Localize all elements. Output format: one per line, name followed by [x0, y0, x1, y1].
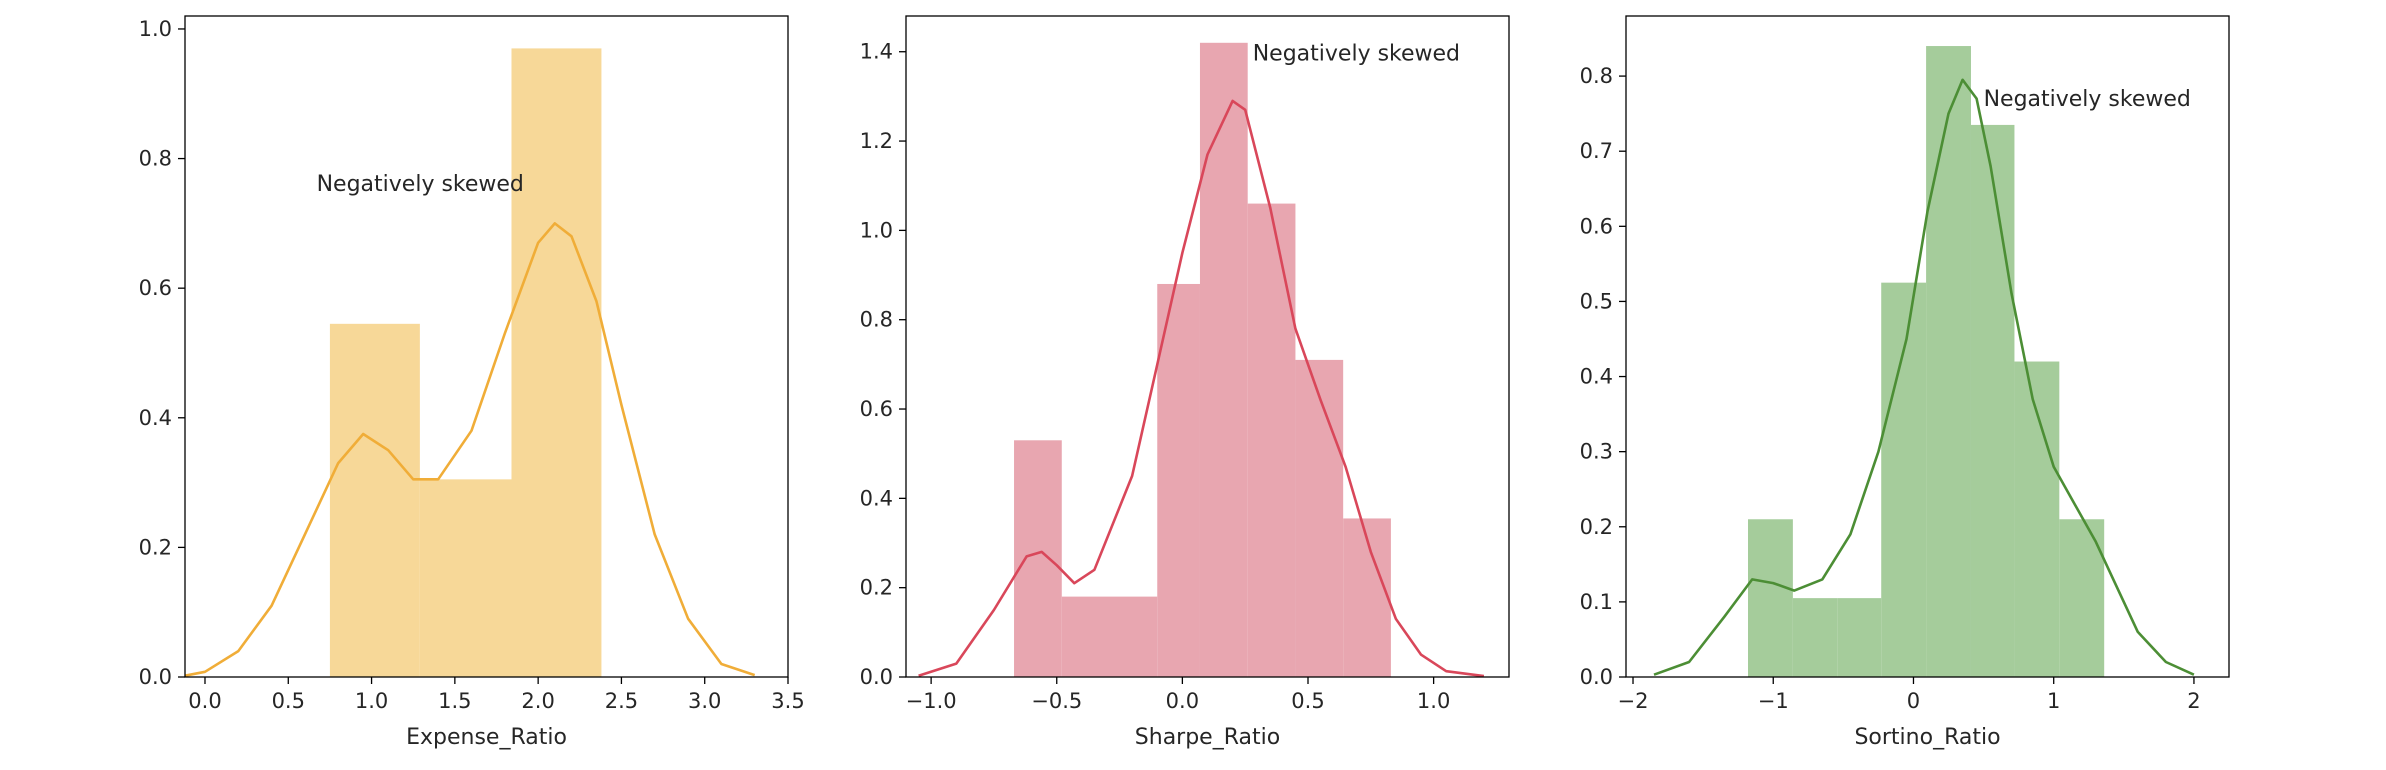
histogram-bar: [511, 48, 602, 677]
axes-frame: [905, 15, 1510, 678]
y-tick-label: 0.2: [860, 576, 893, 600]
y-tick-label: 0.4: [860, 486, 893, 510]
histogram-bar: [1343, 518, 1391, 677]
x-axis-label: Sortino_Ratio: [1854, 725, 2000, 750]
kde-line: [1653, 78, 2195, 676]
y-tick-label: 0.6: [860, 397, 893, 421]
histogram-bar: [1157, 283, 1200, 677]
y-tick-label: 0.5: [1580, 289, 1613, 313]
histogram-bar: [1837, 598, 1882, 677]
subplot-sharpe-ratio: −1.0 −0.5 0.0 0.5 1.0 0.0 0.2 0.4 0.6 0.8 1.0 1.2 1.…: [860, 15, 1510, 750]
x-tick-label: 3.5: [771, 689, 804, 713]
x-tick-label: 0.5: [272, 689, 305, 713]
x-tick-label: −1.0: [906, 689, 957, 713]
y-tick-label: 0.7: [1580, 139, 1613, 163]
x-tick-label: 1.0: [355, 689, 388, 713]
y-tick-label: 0.2: [1580, 515, 1613, 539]
x-tick-label: 2: [2187, 689, 2200, 713]
x-tick-label: −2: [1618, 689, 1649, 713]
y-tick-label: 1.2: [860, 129, 893, 153]
y-tick-label: 0.4: [1580, 365, 1613, 389]
x-tick-label: 1.5: [438, 689, 471, 713]
y-tick-label: 0.8: [860, 308, 893, 332]
axes-frame: [1625, 15, 2230, 678]
x-tick-label: −0.5: [1031, 689, 1082, 713]
y-tick-label: 1.0: [860, 218, 893, 242]
histogram-bar: [1109, 596, 1158, 677]
histogram-bar: [329, 323, 420, 677]
subplot-expense-ratio: 0.0 0.5 1.0 1.5 2.0 2.5 3.0 3.5 0.0 0.2 0.4 0.6 0.8 1…: [139, 15, 805, 750]
annotation-text: Negatively skewed: [1984, 87, 2191, 112]
histogram-bar: [1014, 440, 1062, 677]
x-tick-label: 0.0: [1166, 689, 1199, 713]
histogram-bar: [1061, 596, 1110, 677]
histogram-bar: [1247, 203, 1296, 677]
kde-line: [184, 222, 756, 677]
kde-line: [918, 99, 1485, 678]
y-tick-label: 1.4: [860, 40, 893, 64]
histogram-bar: [1295, 359, 1344, 677]
annotation-text: Negatively skewed: [1253, 42, 1460, 67]
y-tick-label: 0.0: [860, 665, 893, 689]
histogram-bar: [1881, 282, 1927, 677]
x-tick-label: 0.0: [188, 689, 221, 713]
x-tick-label: 3.0: [688, 689, 721, 713]
annotation-text: Negatively skewed: [317, 172, 524, 197]
y-tick-label: 0.0: [139, 665, 172, 689]
y-tick-label: 1.0: [139, 17, 172, 41]
x-tick-label: −1: [1758, 689, 1789, 713]
histogram-bar: [1926, 46, 1971, 677]
y-tick-label: 0.3: [1580, 440, 1613, 464]
y-tick-label: 0.0: [1580, 665, 1613, 689]
histogram-bar: [1199, 42, 1248, 677]
histogram-bar: [1970, 124, 2015, 677]
histogram-bar: [1792, 598, 1838, 677]
y-tick-label: 0.6: [1580, 214, 1613, 238]
x-axis-label: Expense_Ratio: [406, 725, 567, 750]
axes-frame: [184, 15, 789, 678]
x-tick-label: 0.5: [1291, 689, 1324, 713]
x-tick-label: 1.0: [1417, 689, 1450, 713]
x-tick-label: 2.5: [605, 689, 638, 713]
y-tick-label: 0.4: [139, 406, 172, 430]
y-tick-label: 0.2: [139, 535, 172, 559]
y-tick-label: 0.8: [1580, 64, 1613, 88]
y-tick-label: 0.8: [139, 147, 172, 171]
x-tick-label: 0: [1907, 689, 1920, 713]
subplot-sortino-ratio: −2 −1 0 1 2 0.0 0.1 0.2 0.3 0.4 0.5 0.6 0.7 0.8 Sortin…: [1580, 15, 2230, 750]
x-tick-label: 2.0: [521, 689, 554, 713]
x-axis-label: Sharpe_Ratio: [1135, 725, 1280, 750]
y-tick-label: 0.1: [1580, 590, 1613, 614]
x-tick-label: 1: [2047, 689, 2060, 713]
y-tick-label: 0.6: [139, 276, 172, 300]
histogram-bar: [419, 479, 512, 677]
histogram-bar: [1748, 519, 1793, 677]
